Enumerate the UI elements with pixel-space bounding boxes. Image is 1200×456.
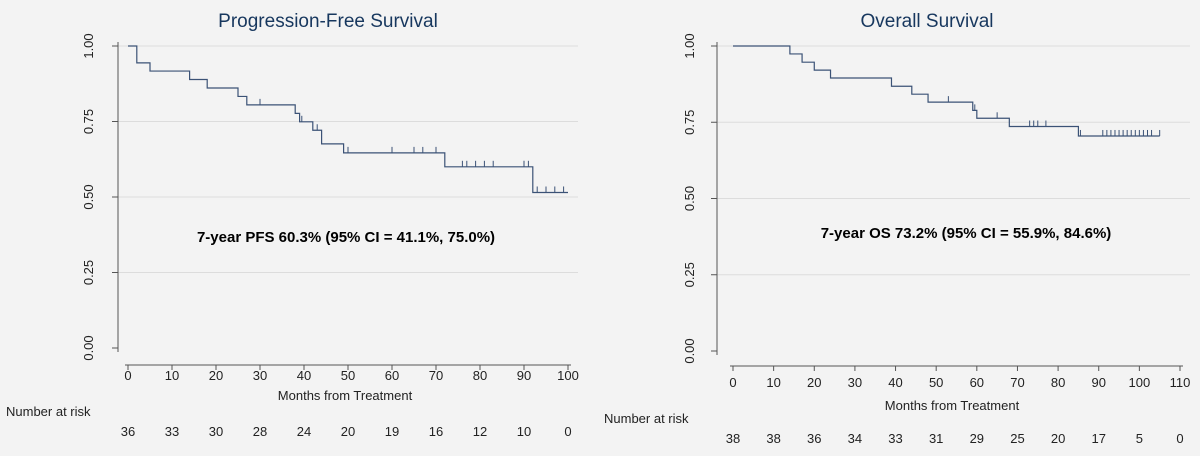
pfs-x-tick-label: 20 <box>209 368 223 383</box>
pfs-risk-count: 28 <box>253 424 267 439</box>
os-risk-label: Number at risk <box>604 411 689 426</box>
pfs-chart-title: Progression-Free Survival <box>218 11 438 32</box>
pfs-risk-count: 20 <box>341 424 355 439</box>
pfs-y-tick-label: 0.00 <box>81 335 96 360</box>
pfs-x-tick-label: 30 <box>253 368 267 383</box>
os-y-tick-label: 0.25 <box>682 262 697 287</box>
pfs-x-tick-label: 90 <box>517 368 531 383</box>
os-x-tick-label: 80 <box>1051 375 1065 390</box>
pfs-risk-count: 12 <box>473 424 487 439</box>
pfs-y-tick-label: 0.25 <box>81 260 96 285</box>
os-x-tick-label: 30 <box>848 375 862 390</box>
pfs-x-tick-label: 100 <box>557 368 579 383</box>
pfs-x-tick-label: 50 <box>341 368 355 383</box>
pfs-risk-count: 30 <box>209 424 223 439</box>
os-risk-count: 31 <box>929 431 943 446</box>
os-risk-count: 0 <box>1176 431 1183 446</box>
pfs-annotation: 7-year PFS 60.3% (95% CI = 41.1%, 75.0%) <box>197 229 495 246</box>
os-x-tick-label: 70 <box>1010 375 1024 390</box>
os-x-axis-label: Months from Treatment <box>885 398 1020 413</box>
pfs-risk-label: Number at risk <box>6 404 91 419</box>
os-chart: Overall Survival 0.00 0.25 0.50 0.75 1.00 0 1… <box>604 11 1190 446</box>
os-risk-count: 34 <box>848 431 862 446</box>
os-x-tick-label: 0 <box>729 375 736 390</box>
os-risk-count: 29 <box>970 431 984 446</box>
os-risk-count: 38 <box>726 431 740 446</box>
pfs-y-tick-label: 0.75 <box>81 109 96 134</box>
os-x-tick-label: 20 <box>807 375 821 390</box>
pfs-x-tick-label: 0 <box>124 368 131 383</box>
os-survival-curve <box>733 45 1160 137</box>
os-x-tick-label: 50 <box>929 375 943 390</box>
os-x-tick-label: 40 <box>888 375 902 390</box>
os-risk-count: 33 <box>888 431 902 446</box>
os-x-tick-label: 110 <box>1170 375 1191 390</box>
os-x-tick-label: 100 <box>1129 375 1151 390</box>
pfs-risk-count: 0 <box>564 424 571 439</box>
os-y-tick-label: 1.00 <box>682 33 697 58</box>
pfs-risk-count: 24 <box>297 424 311 439</box>
pfs-x-tick-label: 40 <box>297 368 311 383</box>
pfs-risk-count: 33 <box>165 424 179 439</box>
pfs-x-tick-label: 60 <box>385 368 399 383</box>
os-x-tick-label: 60 <box>970 375 984 390</box>
os-risk-count: 5 <box>1136 431 1143 446</box>
pfs-x-axis-label: Months from Treatment <box>278 388 413 403</box>
os-annotation: 7-year OS 73.2% (95% CI = 55.9%, 84.6%) <box>821 225 1112 242</box>
os-risk-count: 17 <box>1091 431 1105 446</box>
os-risk-count: 25 <box>1010 431 1024 446</box>
os-risk-count: 38 <box>766 431 780 446</box>
pfs-risk-count: 10 <box>517 424 531 439</box>
pfs-risk-count: 16 <box>429 424 443 439</box>
pfs-chart: Progression-Free Survival 0.00 0.25 0.50 0.… <box>6 11 579 439</box>
pfs-x-tick-label: 10 <box>165 368 179 383</box>
os-risk-count: 20 <box>1051 431 1065 446</box>
pfs-y-tick-label: 1.00 <box>81 33 96 58</box>
os-x-tick-label: 90 <box>1091 375 1105 390</box>
pfs-y-tick-label: 0.50 <box>81 184 96 209</box>
os-y-tick-label: 0.75 <box>682 110 697 135</box>
os-y-tick-label: 0.50 <box>682 186 697 211</box>
pfs-risk-count: 36 <box>121 424 135 439</box>
pfs-x-tick-label: 80 <box>473 368 487 383</box>
os-risk-count: 36 <box>807 431 821 446</box>
os-y-tick-label: 0.00 <box>682 338 697 363</box>
os-chart-title: Overall Survival <box>860 11 993 32</box>
pfs-x-tick-label: 70 <box>429 368 443 383</box>
pfs-survival-curve <box>128 45 568 194</box>
pfs-risk-count: 19 <box>385 424 399 439</box>
os-x-tick-label: 10 <box>766 375 780 390</box>
